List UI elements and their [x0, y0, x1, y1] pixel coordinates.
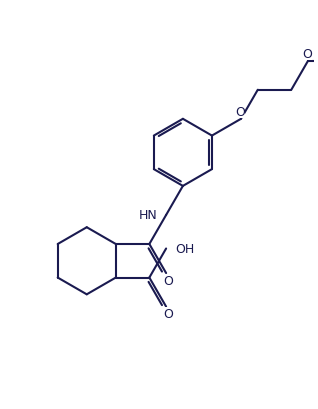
- Text: O: O: [302, 48, 312, 61]
- Text: HN: HN: [138, 209, 157, 222]
- Text: O: O: [163, 308, 173, 321]
- Text: OH: OH: [175, 243, 194, 255]
- Text: O: O: [235, 106, 245, 119]
- Text: O: O: [163, 274, 173, 287]
